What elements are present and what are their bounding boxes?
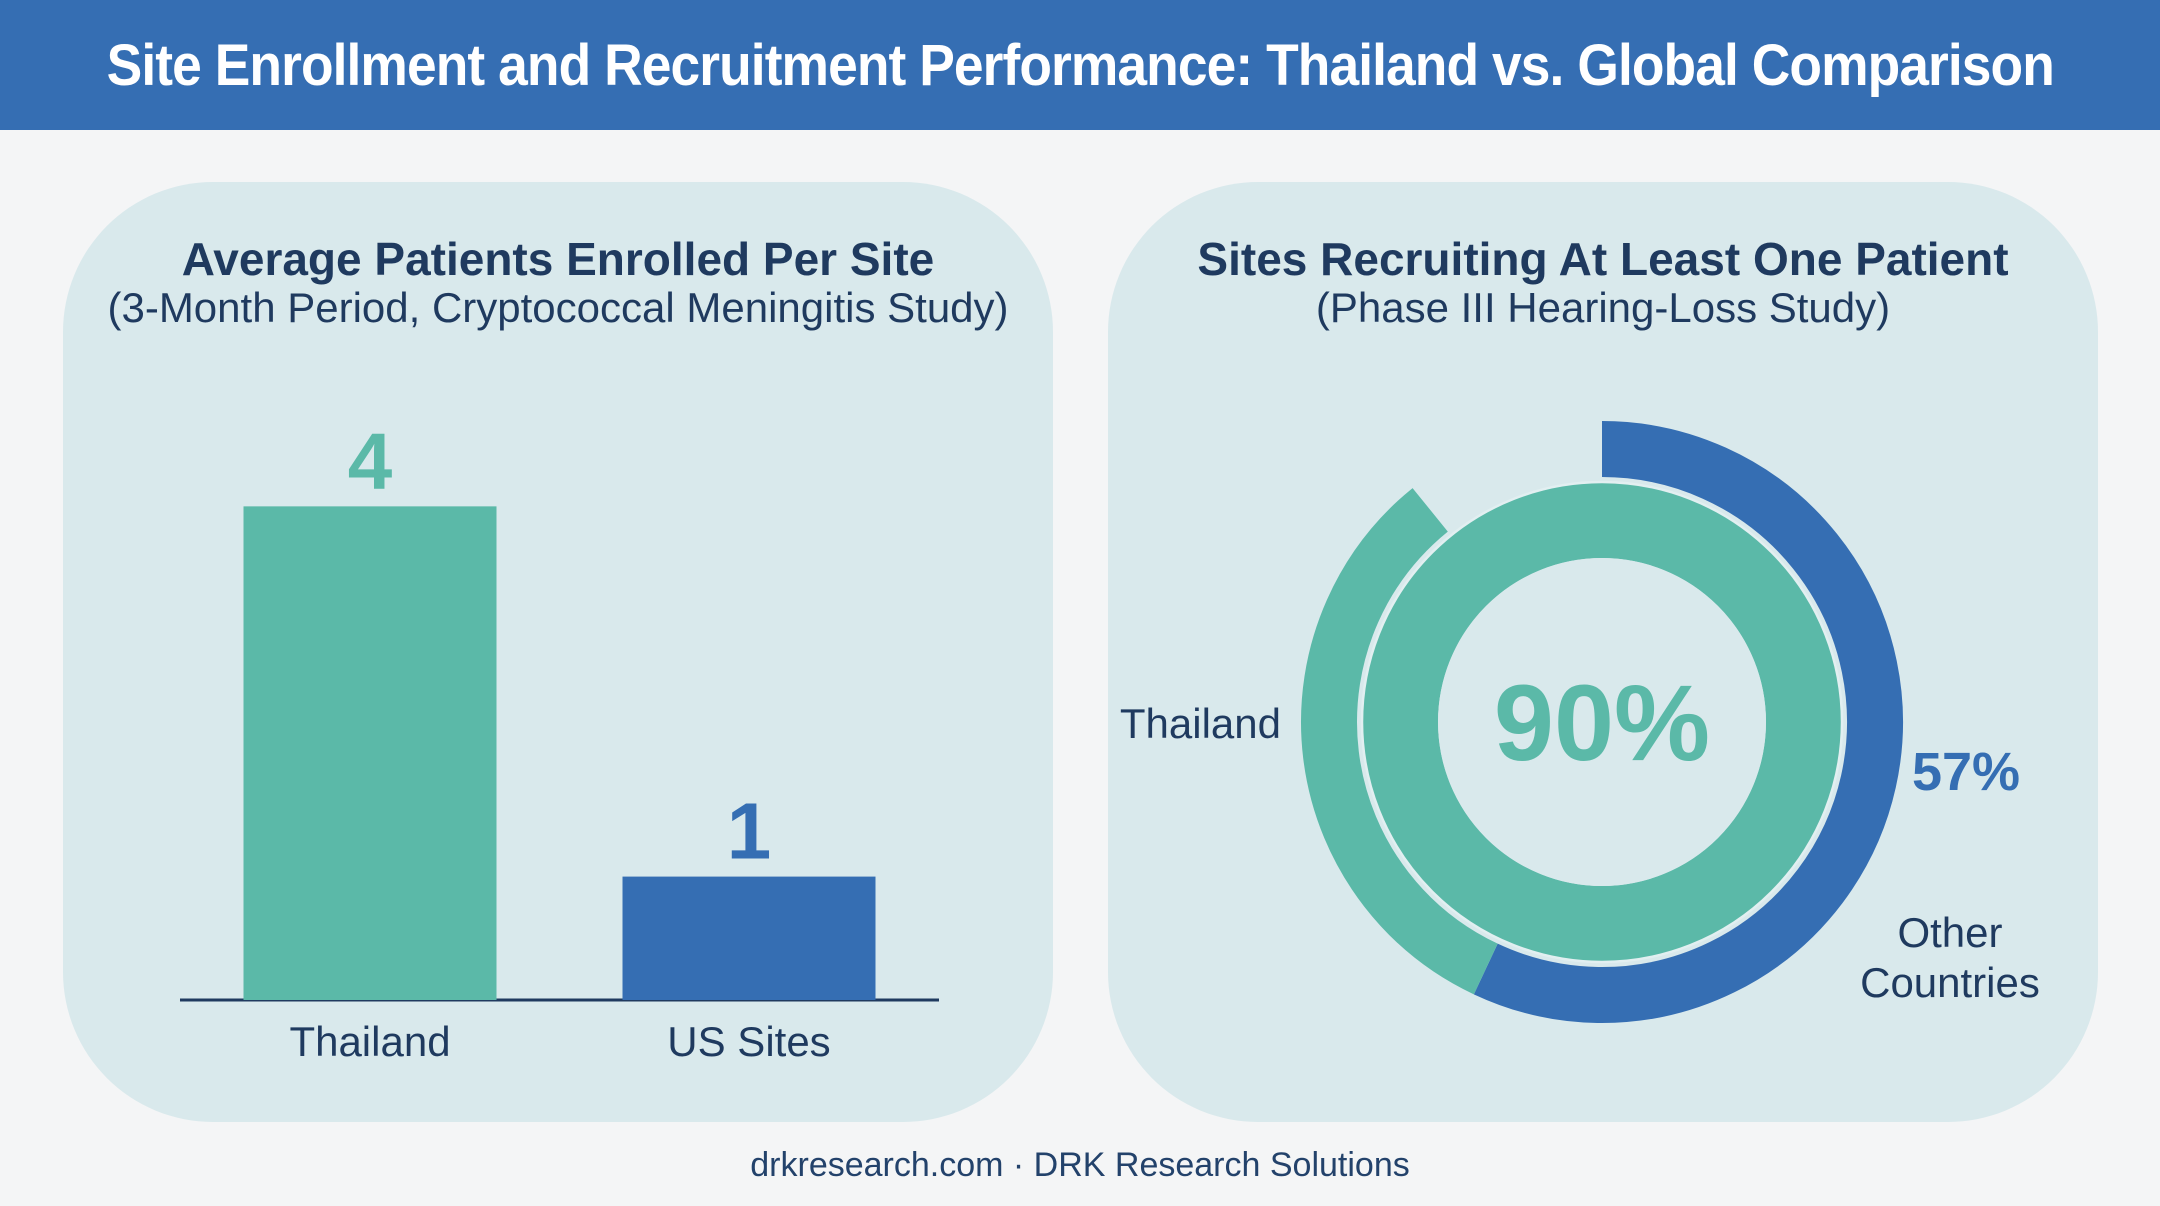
- bar-value-label-us-sites: 1: [727, 787, 772, 876]
- bar-chart: 4 Thailand 1 US Sites: [180, 416, 939, 1065]
- bar-category-label-thailand: Thailand: [289, 1018, 450, 1065]
- ring-series-label-thailand: Thailand: [1120, 700, 1281, 747]
- bar-category-label-us-sites: US Sites: [667, 1018, 830, 1065]
- ring-chart-title: Sites Recruiting At Least One Patient: [1197, 233, 2009, 285]
- ring-series-label-line: Countries: [1860, 959, 2040, 1006]
- ring-center-value-thailand: 90%: [1494, 662, 1710, 783]
- ring-center-hole: [1438, 558, 1766, 886]
- bar-thailand: [243, 506, 497, 1000]
- ring-inner-outline: [1360, 480, 1844, 964]
- bar-chart-title: Average Patients Enrolled Per Site: [181, 233, 935, 285]
- bar-us-sites: [622, 876, 876, 1000]
- ring-value-label-other-countries: 57%: [1912, 742, 2020, 802]
- ring-chart-subtitle: (Phase III Hearing-Loss Study): [1315, 284, 1891, 331]
- ring-series-label-other-countries: Other Countries: [1860, 909, 2040, 1006]
- bar-chart-subtitle: (3-Month Period, Cryptococcal Meningitis…: [107, 284, 1009, 331]
- ring-arc-thailand: [1362, 482, 1842, 962]
- footer-credit: drkresearch.com · DRK Research Solutions: [750, 1146, 1410, 1184]
- bar-chart-panel: Average Patients Enrolled Per Site (3-Mo…: [63, 182, 1053, 1122]
- ring-arc-other-countries: [1473, 421, 1903, 1023]
- ring-chart-panel: Sites Recruiting At Least One Patient (P…: [1108, 182, 2098, 1122]
- ring-series-label-line: Other: [1897, 909, 2002, 956]
- header-banner: Site Enrollment and Recruitment Performa…: [0, 0, 2160, 130]
- ring-arc-thailand-outer: [1301, 488, 1498, 995]
- page-title: Site Enrollment and Recruitment Performa…: [106, 32, 2054, 98]
- ring-chart: 90% Thailand 57% Other Countries: [1120, 421, 2040, 1023]
- bar-value-label-thailand: 4: [348, 416, 393, 505]
